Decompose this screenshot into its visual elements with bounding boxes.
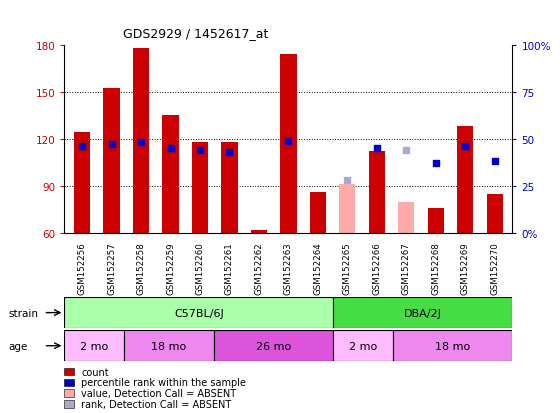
Bar <box>339 185 356 233</box>
Text: GSM152270: GSM152270 <box>490 242 499 294</box>
Bar <box>64 330 124 361</box>
Text: GSM152258: GSM152258 <box>137 242 146 294</box>
Text: 18 mo: 18 mo <box>151 341 186 351</box>
Text: value, Detection Call = ABSENT: value, Detection Call = ABSENT <box>81 388 236 398</box>
Bar <box>133 49 149 233</box>
Bar <box>368 152 385 233</box>
Text: count: count <box>81 367 109 377</box>
Bar <box>192 142 208 233</box>
Bar <box>333 297 512 328</box>
Point <box>166 145 175 152</box>
Text: GSM152269: GSM152269 <box>461 242 470 294</box>
Text: 2 mo: 2 mo <box>80 341 109 351</box>
Text: GSM152262: GSM152262 <box>254 242 263 294</box>
Bar <box>428 208 444 233</box>
Point <box>431 161 440 167</box>
Text: GSM152259: GSM152259 <box>166 242 175 294</box>
Point <box>372 145 381 152</box>
Bar <box>457 127 473 233</box>
Bar <box>393 330 512 361</box>
Point <box>107 142 116 148</box>
Text: GSM152263: GSM152263 <box>284 242 293 294</box>
Point <box>225 149 234 156</box>
Bar <box>214 330 333 361</box>
Bar <box>281 55 296 233</box>
Point <box>137 140 146 147</box>
Text: 18 mo: 18 mo <box>435 341 470 351</box>
Text: strain: strain <box>8 308 39 318</box>
Bar <box>104 89 120 233</box>
Text: GSM152265: GSM152265 <box>343 242 352 294</box>
Text: 2 mo: 2 mo <box>349 341 377 351</box>
Point <box>284 138 293 145</box>
Text: GSM152266: GSM152266 <box>372 242 381 294</box>
Text: GSM152256: GSM152256 <box>78 242 87 294</box>
Bar <box>333 330 393 361</box>
Bar <box>487 194 503 233</box>
Text: GSM152260: GSM152260 <box>195 242 204 294</box>
Text: percentile rank within the sample: percentile rank within the sample <box>81 377 246 387</box>
Text: rank, Detection Call = ABSENT: rank, Detection Call = ABSENT <box>81 399 231 409</box>
Text: GSM152257: GSM152257 <box>107 242 116 294</box>
Bar <box>398 202 414 233</box>
Text: GSM152268: GSM152268 <box>431 242 440 294</box>
Point <box>490 159 499 165</box>
Text: age: age <box>8 341 28 351</box>
Text: C57BL/6J: C57BL/6J <box>174 308 223 318</box>
Point <box>402 147 411 154</box>
Text: GSM152264: GSM152264 <box>314 242 323 294</box>
Point <box>343 178 352 184</box>
Bar <box>64 297 333 328</box>
Bar <box>251 230 267 233</box>
Text: GSM152261: GSM152261 <box>225 242 234 294</box>
Text: 26 mo: 26 mo <box>256 341 291 351</box>
Text: DBA/2J: DBA/2J <box>404 308 442 318</box>
Point <box>461 144 470 150</box>
Bar <box>221 142 237 233</box>
Point <box>78 144 87 150</box>
Point <box>195 147 204 154</box>
Text: GDS2929 / 1452617_at: GDS2929 / 1452617_at <box>123 27 269 40</box>
Bar <box>74 133 90 233</box>
Bar <box>310 192 326 233</box>
Bar <box>162 116 179 233</box>
Text: GSM152267: GSM152267 <box>402 242 411 294</box>
Bar <box>124 330 214 361</box>
